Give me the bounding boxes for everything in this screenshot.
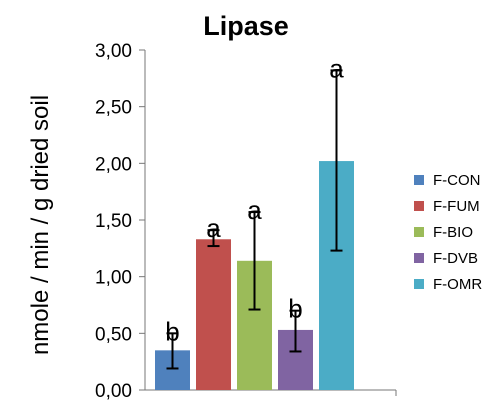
y-tick-label: 0,00 bbox=[95, 381, 132, 402]
y-tick-label: 2,50 bbox=[95, 98, 132, 119]
significance-letter: b bbox=[288, 294, 302, 324]
legend-swatch bbox=[414, 175, 424, 185]
y-tick-label: 3,00 bbox=[95, 41, 132, 62]
chart-title: Lipase bbox=[203, 11, 289, 41]
legend-swatch bbox=[414, 279, 424, 289]
legend-swatch bbox=[414, 253, 424, 263]
legend-entry: F-OMR bbox=[433, 276, 482, 293]
y-tick-label: 2,00 bbox=[95, 154, 132, 175]
significance-letter: a bbox=[329, 53, 344, 83]
significance-letter: a bbox=[206, 213, 221, 243]
y-axis-label: nmole / min / g dried soil bbox=[27, 95, 54, 355]
legend-entry: F-FUM bbox=[433, 198, 480, 215]
error-bars bbox=[166, 69, 343, 370]
legend-entry: F-DVB bbox=[433, 250, 478, 267]
y-tick-label: 1,50 bbox=[95, 211, 132, 232]
significance-letter: a bbox=[247, 195, 262, 225]
legend: F-CON F-FUM F-BIO F-DVB F-OMR bbox=[414, 172, 482, 293]
y-ticks: 0,00 0,50 1,00 1,50 2,00 2,50 3,00 bbox=[95, 41, 145, 402]
bar-f-fum bbox=[196, 239, 231, 390]
y-tick-label: 0,50 bbox=[95, 324, 132, 345]
legend-swatch bbox=[414, 201, 424, 211]
legend-entry: F-BIO bbox=[433, 224, 473, 241]
legend-swatch bbox=[414, 227, 424, 237]
significance-letter: b bbox=[165, 316, 179, 346]
y-tick-label: 1,00 bbox=[95, 268, 132, 289]
legend-entry: F-CON bbox=[433, 172, 481, 189]
